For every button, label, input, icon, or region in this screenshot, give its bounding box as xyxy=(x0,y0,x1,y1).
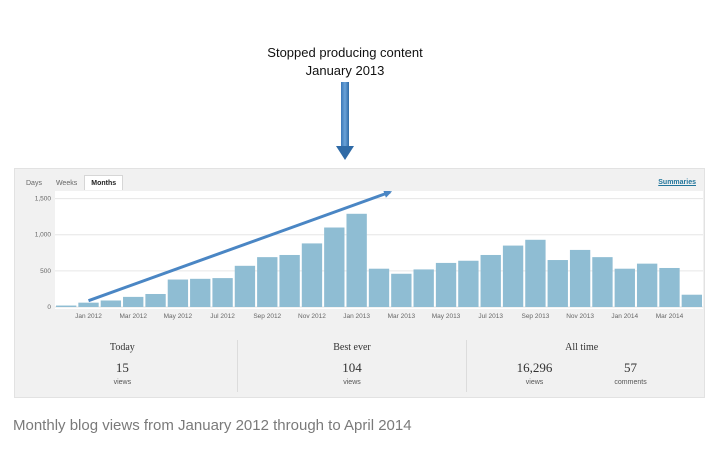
bar[interactable] xyxy=(346,213,367,307)
annotation: Stopped producing content January 2013 xyxy=(230,44,460,80)
stat-all-time-comments-value: 57 xyxy=(624,360,638,375)
tab-months[interactable]: Months xyxy=(84,175,124,190)
period-tabs: Days Weeks Months xyxy=(19,175,124,190)
bar[interactable] xyxy=(569,249,591,307)
trend-arrow xyxy=(88,191,393,303)
stat-all-time-views: 16,296 views xyxy=(517,353,553,386)
stat-best-ever-label: Best ever xyxy=(333,342,371,353)
x-tick-label: Sep 2012 xyxy=(253,313,281,320)
bar[interactable] xyxy=(525,239,546,307)
stat-best-ever: Best ever 104 views xyxy=(236,340,467,392)
x-tick-label: Jul 2012 xyxy=(210,313,235,320)
x-tick-label: Jan 2013 xyxy=(343,313,370,320)
bar[interactable] xyxy=(257,257,278,307)
stat-all-time: All time 16,296 views 57 comments xyxy=(466,340,696,392)
bar[interactable] xyxy=(592,257,613,307)
bar[interactable] xyxy=(56,305,77,307)
bar[interactable] xyxy=(502,245,524,307)
stat-all-time-comments-unit: comments xyxy=(614,379,647,386)
y-tick-label: 0 xyxy=(47,304,51,311)
bar[interactable] xyxy=(391,273,412,307)
bar[interactable] xyxy=(435,262,457,307)
y-tick-label: 1,500 xyxy=(35,196,52,203)
x-tick-label: May 2012 xyxy=(164,313,193,320)
bar[interactable] xyxy=(301,243,323,307)
tab-weeks[interactable]: Weeks xyxy=(55,180,78,187)
bar[interactable] xyxy=(78,302,99,307)
x-tick-label: Jan 2014 xyxy=(611,313,638,320)
down-arrow-icon xyxy=(336,82,354,160)
stat-today-value: 15 xyxy=(115,360,129,375)
bar[interactable] xyxy=(100,300,122,307)
stat-all-time-label: All time xyxy=(565,342,599,353)
bar[interactable] xyxy=(659,267,680,307)
bar[interactable] xyxy=(681,294,702,307)
x-tick-label: Mar 2014 xyxy=(656,313,684,320)
annotation-line-2: January 2013 xyxy=(305,63,385,78)
bar[interactable] xyxy=(234,265,256,307)
x-tick-label: Mar 2012 xyxy=(119,313,147,320)
x-tick-label: Jan 2012 xyxy=(75,313,102,320)
stat-today-label: Today xyxy=(109,342,135,353)
summaries-link[interactable]: Summaries xyxy=(658,179,696,186)
caption: Monthly blog views from January 2012 thr… xyxy=(13,417,412,434)
stat-today: Today 15 views xyxy=(8,340,237,392)
stat-best-ever-unit: views xyxy=(343,379,361,386)
bar[interactable] xyxy=(413,269,434,307)
stat-best-ever-value: 104 xyxy=(342,360,362,375)
bar[interactable] xyxy=(547,260,568,307)
views-bar-chart: 0 500 1,000 1,500 Jan 2012 Mar 2012 May 2012 J… xyxy=(35,191,703,320)
bar[interactable] xyxy=(368,268,390,307)
x-tick-label: Sep 2013 xyxy=(521,313,549,320)
bar[interactable] xyxy=(458,260,479,307)
x-tick-label: May 2013 xyxy=(432,313,461,320)
bar[interactable] xyxy=(324,227,345,307)
stat-today-unit: views xyxy=(113,379,132,386)
bar[interactable] xyxy=(614,268,635,307)
stat-all-time-views-unit: views xyxy=(525,379,544,386)
x-tick-label: Nov 2013 xyxy=(566,313,594,320)
bar[interactable] xyxy=(167,279,189,307)
stat-all-time-views-value: 16,296 xyxy=(516,360,553,375)
bar[interactable] xyxy=(190,278,211,307)
y-tick-label: 1,000 xyxy=(35,232,52,239)
bar[interactable] xyxy=(212,278,233,307)
x-tick-label: Jul 2013 xyxy=(478,313,503,320)
annotation-line-1: Stopped producing content xyxy=(267,45,423,60)
bar[interactable] xyxy=(636,263,658,307)
x-tick-label: Mar 2013 xyxy=(388,313,416,320)
bar[interactable] xyxy=(145,293,166,307)
bar[interactable] xyxy=(480,254,501,307)
y-tick-label: 500 xyxy=(40,268,51,275)
stats-panel: Days Weeks Months Summaries 0 500 1,000 1,5… xyxy=(14,168,705,398)
tab-days[interactable]: Days xyxy=(26,180,42,187)
x-tick-label: Nov 2012 xyxy=(298,313,326,320)
summary-stats: Today 15 views Best ever 104 views All t… xyxy=(8,340,696,392)
bar[interactable] xyxy=(123,296,144,307)
bar[interactable] xyxy=(279,254,300,307)
stat-all-time-comments: 57 comments xyxy=(614,353,646,386)
